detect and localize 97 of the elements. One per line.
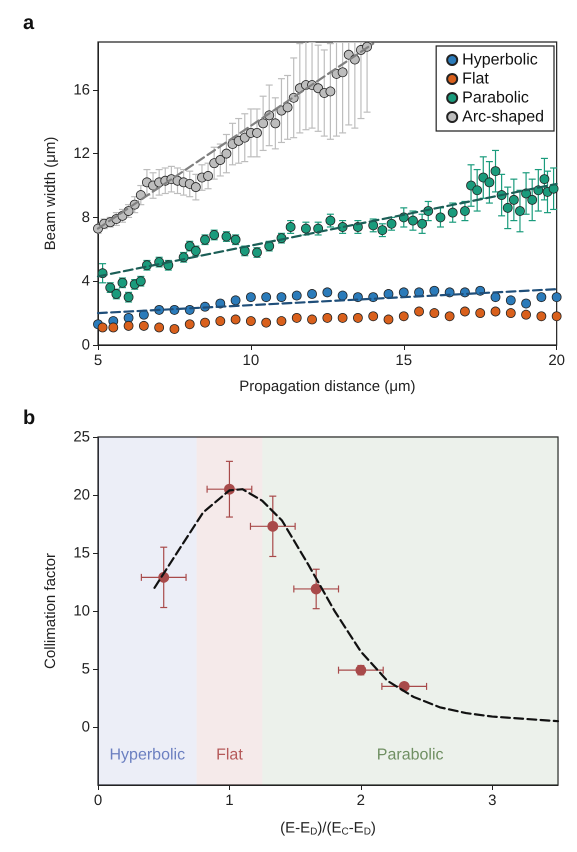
point <box>552 311 562 322</box>
y-tick-label: 0 <box>82 336 90 354</box>
point <box>200 318 210 328</box>
y-tick-label: 16 <box>73 81 90 98</box>
x-tick-label: 20 <box>548 352 565 369</box>
point <box>527 194 538 205</box>
point <box>222 148 232 159</box>
y-tick-label: 5 <box>82 660 90 678</box>
point <box>215 155 226 165</box>
point <box>490 166 500 176</box>
point <box>444 311 455 322</box>
point <box>353 312 363 323</box>
y-axis-title: Beam width (μm) <box>42 136 59 250</box>
point <box>484 177 494 188</box>
point <box>215 316 226 326</box>
point <box>108 322 118 332</box>
point <box>552 292 562 302</box>
y-tick-label: 12 <box>73 145 90 162</box>
point <box>368 311 378 322</box>
band-label: Parabolic <box>376 746 444 764</box>
point <box>261 318 272 328</box>
x-tick-label: 1 <box>225 792 234 809</box>
point <box>325 86 336 96</box>
y-tick-label: 15 <box>73 544 90 562</box>
point <box>190 182 201 192</box>
point <box>475 308 486 318</box>
point <box>276 316 286 326</box>
point <box>98 322 108 332</box>
point <box>536 311 546 322</box>
point <box>386 218 396 229</box>
point <box>307 314 317 324</box>
point <box>203 171 213 181</box>
point <box>398 287 409 298</box>
point <box>508 194 519 205</box>
point <box>429 286 440 296</box>
point <box>384 314 394 324</box>
x-axis-title: Propagation distance (μm) <box>239 378 416 395</box>
point <box>154 322 164 332</box>
y-tick-label: 10 <box>73 602 90 620</box>
y-axis-title: Collimation factor <box>42 553 59 669</box>
point <box>325 216 336 226</box>
point <box>436 212 446 222</box>
point <box>506 308 516 318</box>
point <box>338 312 348 323</box>
point <box>368 220 378 230</box>
point <box>429 308 440 318</box>
x-tick-label: 10 <box>242 352 260 369</box>
point <box>398 311 409 322</box>
x-tick-label: 15 <box>395 352 412 369</box>
point <box>472 185 482 196</box>
point <box>282 102 292 112</box>
x-tick-label: 2 <box>356 792 366 809</box>
y-tick-label: 20 <box>73 486 90 504</box>
point <box>276 292 286 302</box>
point <box>490 292 500 302</box>
x-tick-label: 5 <box>94 352 102 369</box>
point <box>170 324 180 334</box>
x-tick-label: 0 <box>94 792 102 809</box>
legend-label: Parabolic <box>462 90 529 106</box>
band-label: Hyperbolic <box>109 746 186 764</box>
band-label: Flat <box>216 746 244 764</box>
point <box>310 584 322 594</box>
point <box>448 208 458 218</box>
point <box>460 306 470 316</box>
point <box>466 180 476 190</box>
point <box>246 316 256 326</box>
point <box>270 118 280 128</box>
point <box>184 319 195 330</box>
legend-label: Arc-shaped <box>462 108 544 126</box>
point <box>460 206 470 216</box>
point <box>338 67 348 78</box>
chart-title: b <box>23 407 36 429</box>
x-tick-label: 3 <box>488 792 496 809</box>
point <box>124 320 134 331</box>
point <box>292 312 302 323</box>
point <box>540 174 550 184</box>
legend-label: Flat <box>462 70 490 88</box>
point <box>408 216 418 226</box>
point <box>521 310 531 320</box>
chart-title: a <box>23 12 35 34</box>
legend-label: Hyperbolic <box>462 52 538 68</box>
point <box>267 520 278 532</box>
point <box>414 306 424 316</box>
point <box>138 320 149 331</box>
point <box>230 314 240 324</box>
y-tick-label: 4 <box>82 272 90 290</box>
point <box>301 224 311 234</box>
point <box>502 202 513 213</box>
point <box>417 218 428 229</box>
point <box>490 306 500 316</box>
point <box>322 312 332 323</box>
point <box>252 128 262 138</box>
y-tick-label: 25 <box>73 428 90 446</box>
point <box>515 206 525 216</box>
point <box>258 118 268 128</box>
y-tick-label: 8 <box>82 208 90 226</box>
y-tick-label: 0 <box>82 718 90 736</box>
